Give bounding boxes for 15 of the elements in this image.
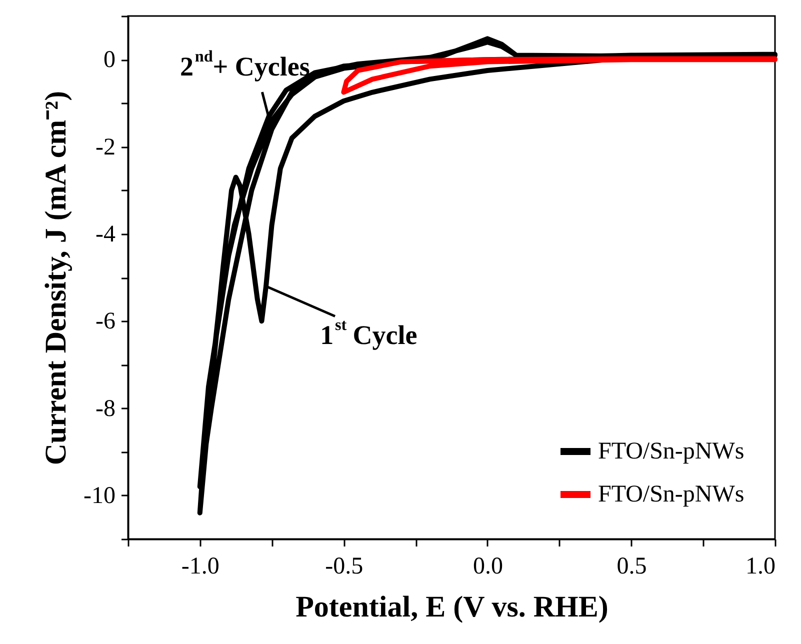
y-tick-label: -2 xyxy=(96,134,116,160)
y-tick-label: -4 xyxy=(96,221,116,248)
y-tick-label: -10 xyxy=(84,482,116,509)
legend-label: FTO/Sn-pNWs xyxy=(598,438,744,464)
x-tick-label: -1.0 xyxy=(181,554,220,580)
x-axis-title: Potential, E (V vs. RHE) xyxy=(296,590,608,624)
x-tick-label: 0.0 xyxy=(472,554,503,580)
x-tick-label: -0.5 xyxy=(325,554,364,580)
legend-label: FTO/Sn-pNWs xyxy=(598,482,744,508)
x-tick-label: 1.0 xyxy=(746,554,776,580)
y-axis-title: Current Density, J (mA cm⁻²) xyxy=(40,90,73,466)
y-tick-label: -6 xyxy=(96,308,116,335)
x-tick-label: 0.5 xyxy=(616,554,647,580)
y-tick-label: -8 xyxy=(96,396,116,422)
y-tick-label: 0 xyxy=(104,47,116,74)
